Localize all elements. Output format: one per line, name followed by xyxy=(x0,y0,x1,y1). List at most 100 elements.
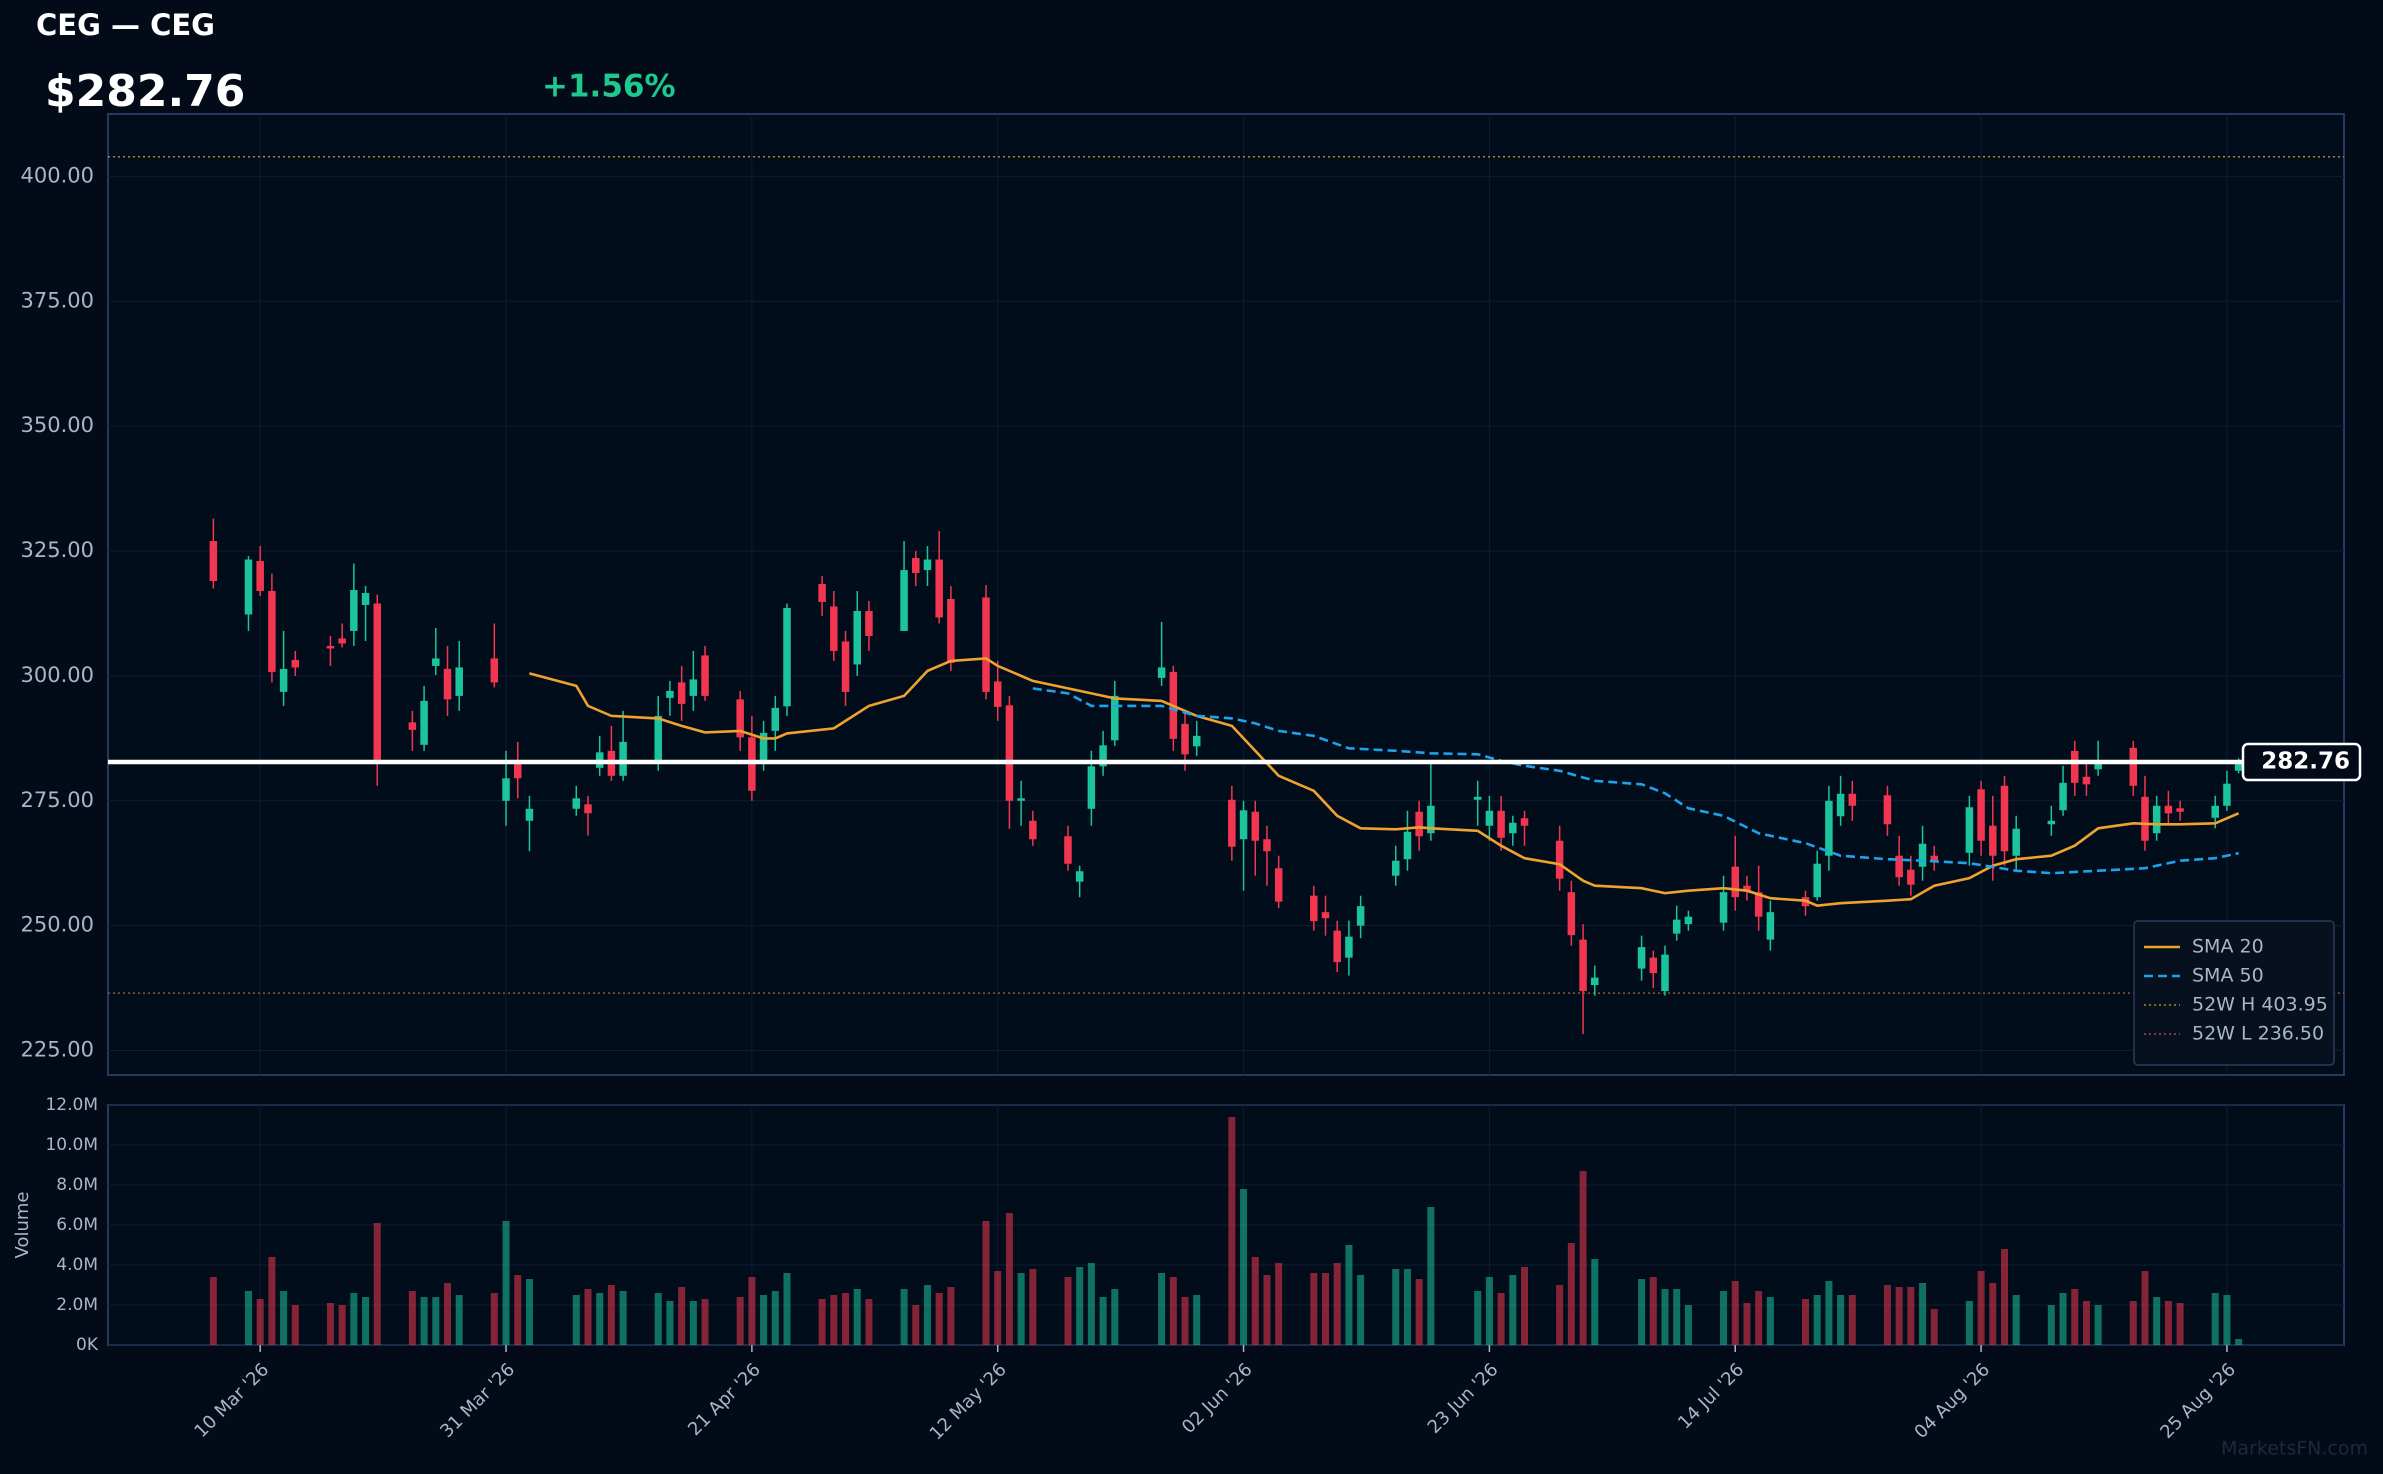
volume-bar xyxy=(1509,1275,1517,1345)
legend-label: SMA 50 xyxy=(2192,965,2264,987)
volume-bar xyxy=(830,1295,838,1345)
volume-bar xyxy=(2141,1271,2149,1345)
volume-bar xyxy=(1497,1293,1505,1345)
volume-bar xyxy=(1801,1299,1809,1345)
legend-label: 52W H 403.95 xyxy=(2192,994,2328,1016)
volume-bar xyxy=(1883,1285,1891,1345)
candle-body xyxy=(912,558,920,574)
candle-body xyxy=(2164,805,2173,814)
volume-bar xyxy=(2012,1295,2020,1345)
candle-body xyxy=(1087,766,1096,809)
last-price-box xyxy=(2241,742,2362,782)
volume-bar xyxy=(2176,1303,2184,1345)
candle-body xyxy=(1029,820,1037,840)
volume-bar xyxy=(1919,1283,1927,1345)
volume-tick-label: 12.0M xyxy=(45,1095,98,1115)
volume-bar xyxy=(1731,1281,1739,1345)
volume-axis-label: Volume xyxy=(12,1192,33,1259)
volume-bar xyxy=(2094,1305,2102,1345)
volume-bar xyxy=(408,1291,416,1345)
volume-bar xyxy=(1989,1283,1997,1345)
volume-bar xyxy=(1193,1295,1201,1345)
volume-bar xyxy=(1158,1273,1166,1345)
volume-tick-label: 10.0M xyxy=(45,1135,98,1155)
volume-bar xyxy=(1392,1269,1400,1345)
y-tick-label: 300.00 xyxy=(21,663,94,687)
candle-body xyxy=(443,668,452,700)
volume-bar xyxy=(689,1301,697,1345)
candle-body xyxy=(1661,954,1669,992)
candle-body xyxy=(525,808,534,821)
y-tick-label: 325.00 xyxy=(21,538,94,562)
volume-bar xyxy=(1087,1263,1095,1345)
candle-body xyxy=(2059,782,2067,811)
candle-body xyxy=(1485,810,1494,826)
watermark: MarketsFN.com xyxy=(2221,1438,2368,1460)
volume-bar xyxy=(2047,1305,2055,1345)
legend-label: SMA 20 xyxy=(2192,936,2264,958)
volume-bar xyxy=(1076,1267,1084,1345)
change-label: +1.56% xyxy=(542,69,676,105)
candle-body xyxy=(1064,836,1072,864)
candle-body xyxy=(619,741,627,776)
candle-body xyxy=(935,559,943,618)
price-panel xyxy=(107,113,2345,1076)
candle-body xyxy=(1813,863,1821,898)
volume-bar xyxy=(1099,1297,1107,1345)
volume-bar xyxy=(1743,1303,1751,1345)
volume-bar xyxy=(607,1285,615,1345)
volume-bar xyxy=(572,1295,580,1345)
candle-body xyxy=(1754,892,1763,917)
volume-bar xyxy=(209,1277,217,1345)
candle-body xyxy=(689,679,698,696)
volume-bar xyxy=(1521,1267,1529,1345)
volume-bar xyxy=(584,1289,592,1345)
volume-bar xyxy=(1766,1297,1774,1345)
volume-bar xyxy=(1064,1277,1072,1345)
candle-body xyxy=(209,541,218,582)
last-price-label: 282.76 xyxy=(2261,749,2350,775)
candle-body xyxy=(1977,789,1985,841)
candle-body xyxy=(279,668,288,692)
volume-bar xyxy=(432,1297,440,1345)
candle-body xyxy=(1181,723,1189,755)
candle-body xyxy=(1239,810,1248,840)
candle-body xyxy=(502,778,510,801)
volume-bar xyxy=(2211,1293,2219,1345)
candle-body xyxy=(736,699,744,738)
volume-bar xyxy=(994,1271,1002,1345)
volume-bar xyxy=(2059,1293,2067,1345)
candle-body xyxy=(1579,939,1587,992)
candle-body xyxy=(2012,828,2020,856)
volume-bar xyxy=(736,1297,744,1345)
volume-bar xyxy=(923,1285,931,1345)
candle-body xyxy=(1848,793,1857,806)
candle-body xyxy=(1345,936,1353,958)
volume-bar xyxy=(1251,1257,1259,1345)
candle-body xyxy=(771,707,780,731)
volume-tick-label: 4.0M xyxy=(56,1255,98,1275)
candle-body xyxy=(1333,930,1341,963)
volume-bar xyxy=(1310,1273,1318,1345)
volume-bar xyxy=(1263,1275,1271,1345)
legend-label: 52W L 236.50 xyxy=(2192,1023,2324,1045)
volume-bar xyxy=(748,1277,756,1345)
candle-body xyxy=(420,700,428,745)
candle-body xyxy=(490,658,499,683)
volume-tick-label: 6.0M xyxy=(56,1215,98,1235)
volume-bar xyxy=(1017,1273,1025,1345)
volume-bar xyxy=(338,1305,346,1345)
candle-body xyxy=(1192,735,1201,747)
candle-body xyxy=(1836,793,1845,817)
candle-body xyxy=(947,598,955,663)
candle-body xyxy=(291,659,300,668)
volume-bar xyxy=(502,1221,510,1345)
candle-body xyxy=(1157,667,1166,678)
volume-bar xyxy=(1275,1263,1283,1345)
candle-body xyxy=(1672,919,1681,934)
volume-bar xyxy=(1111,1289,1119,1345)
volume-bar xyxy=(947,1287,955,1345)
candle-body xyxy=(783,607,791,707)
candle-body xyxy=(982,597,990,692)
